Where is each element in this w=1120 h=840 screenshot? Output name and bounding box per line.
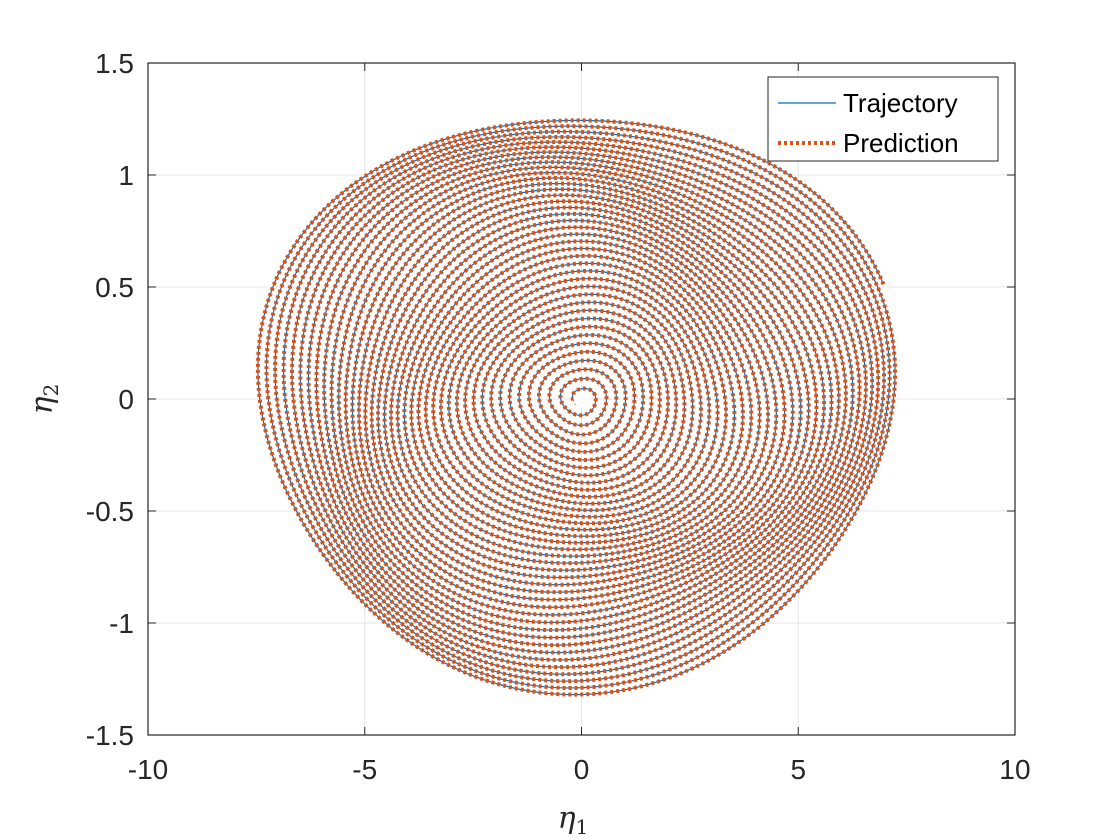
y-axis-label-main: η: [25, 396, 60, 414]
plot-area: -10 -5 0 5 10 -1.5 -1 -0.5 0 0.5 1 1.5: [86, 48, 1031, 785]
legend: Trajectory Prediction: [767, 76, 999, 162]
y-tick-label: -0.5: [86, 496, 134, 527]
y-tick-label: 1: [118, 160, 134, 191]
y-axis-label-sub: 2: [39, 384, 63, 397]
x-tick-label: 5: [790, 754, 806, 785]
y-axis-label: η2: [25, 384, 63, 415]
x-tick-label: -10: [128, 754, 168, 785]
legend-prediction-label: Prediction: [843, 128, 959, 158]
center-marker: [573, 391, 590, 407]
y-tick-label: 0.5: [95, 272, 134, 303]
y-tick-labels: -1.5 -1 -0.5 0 0.5 1 1.5: [86, 48, 134, 751]
x-axis-label-sub: 1: [576, 815, 589, 839]
legend-trajectory-label: Trajectory: [843, 88, 958, 118]
series-layer: [255, 118, 898, 697]
tick-marks: [147, 62, 1016, 736]
y-tick-label: 1.5: [95, 48, 134, 79]
x-tick-label: -5: [352, 754, 377, 785]
x-tick-label: 10: [999, 754, 1030, 785]
x-axis-label-main: η: [558, 801, 576, 836]
y-tick-label: 0: [118, 384, 134, 415]
x-tick-labels: -10 -5 0 5 10: [128, 754, 1031, 785]
x-axis-label: η1: [558, 801, 589, 839]
x-tick-label: 0: [574, 754, 590, 785]
prediction-series-line: [255, 118, 898, 697]
legend-box: [767, 76, 999, 162]
y-tick-label: -1.5: [86, 720, 134, 751]
y-tick-label: -1: [109, 608, 134, 639]
